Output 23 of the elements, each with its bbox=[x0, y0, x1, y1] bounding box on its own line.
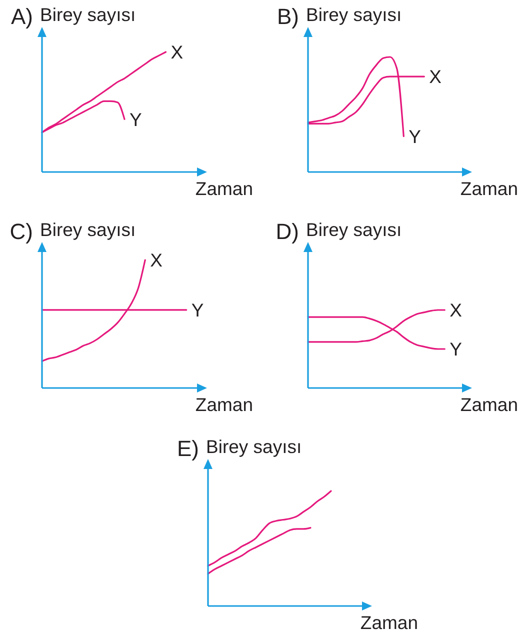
chart-title: B) bbox=[277, 4, 299, 29]
chart-title: A) bbox=[11, 4, 33, 29]
series-label: X bbox=[450, 300, 462, 321]
series-label: Y bbox=[130, 108, 142, 130]
chart-title: D) bbox=[276, 219, 299, 244]
y-axis-title: Birey sayısı bbox=[306, 219, 402, 240]
series-label: X bbox=[170, 42, 184, 63]
y-axis-title: Birey sayısı bbox=[206, 436, 302, 457]
series-label: Y bbox=[408, 126, 422, 148]
x-axis-title: Zaman bbox=[195, 178, 253, 199]
series-label: Y bbox=[450, 338, 462, 360]
y-axis-title: Birey sayısı bbox=[40, 219, 136, 240]
x-axis-title: Zaman bbox=[360, 612, 418, 633]
y-axis-title: Birey sayısı bbox=[40, 4, 136, 25]
x-axis-title: Zaman bbox=[195, 394, 253, 415]
y-axis-title: Birey sayısı bbox=[306, 4, 402, 25]
chart-title: C) bbox=[10, 219, 33, 244]
x-axis-title: Zaman bbox=[460, 394, 518, 415]
series-label: X bbox=[150, 250, 162, 271]
x-axis-title: Zaman bbox=[460, 178, 518, 199]
series-label: X bbox=[429, 66, 442, 88]
series-label: Y bbox=[191, 300, 204, 321]
chart-title: E) bbox=[177, 436, 199, 461]
